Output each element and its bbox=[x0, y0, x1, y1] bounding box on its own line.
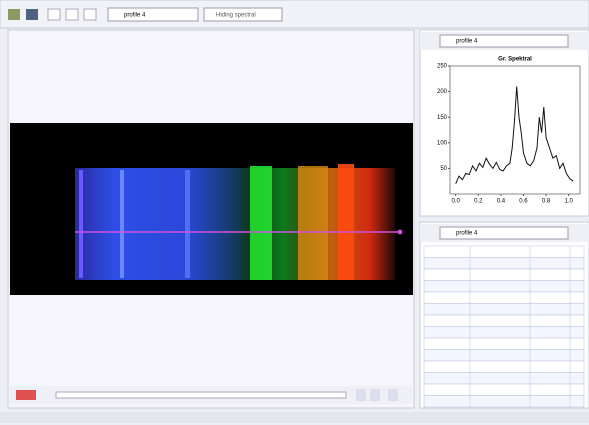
x-tick-label: 0.0 bbox=[451, 199, 460, 205]
table-row bbox=[423, 383, 585, 396]
table-grid bbox=[423, 245, 585, 408]
violet-line bbox=[79, 170, 83, 278]
table-row bbox=[423, 337, 585, 350]
table-row bbox=[423, 245, 585, 258]
x-tick-label: 0.6 bbox=[519, 199, 528, 205]
record-button[interactable] bbox=[16, 390, 36, 400]
x-tick-label: 0.2 bbox=[474, 199, 483, 205]
dropdown-text: profile 4 bbox=[456, 39, 478, 45]
toolbar bbox=[0, 0, 589, 29]
plot-area bbox=[449, 65, 581, 195]
table-row bbox=[423, 372, 585, 385]
tool-button[interactable] bbox=[83, 8, 97, 21]
chart-title: Gr. Spektral bbox=[498, 57, 532, 63]
tool-button[interactable] bbox=[65, 8, 79, 21]
nav-button[interactable] bbox=[388, 389, 398, 401]
slider[interactable] bbox=[55, 391, 347, 399]
profile-dropdown[interactable] bbox=[107, 7, 199, 22]
table-row bbox=[423, 268, 585, 281]
chart-dropdown[interactable] bbox=[439, 34, 569, 48]
y-tick-label: 200 bbox=[437, 89, 448, 95]
tool-button[interactable] bbox=[26, 9, 38, 20]
profile-curve bbox=[455, 86, 574, 184]
table-row bbox=[423, 326, 585, 339]
table-row bbox=[423, 314, 585, 327]
table-row bbox=[423, 257, 585, 270]
table-row bbox=[423, 303, 585, 316]
option-box[interactable] bbox=[203, 7, 283, 22]
blue-line bbox=[120, 170, 124, 278]
nav-button[interactable] bbox=[370, 389, 380, 401]
green-line bbox=[250, 166, 272, 280]
table-dropdown[interactable] bbox=[439, 226, 569, 240]
y-tick-label: 250 bbox=[437, 64, 448, 70]
orange-band bbox=[298, 166, 328, 280]
x-tick-label: 0.4 bbox=[497, 199, 506, 205]
dropdown-text: profile 4 bbox=[124, 13, 146, 19]
tool-button[interactable] bbox=[8, 9, 20, 20]
table-row bbox=[423, 395, 585, 408]
table-row bbox=[423, 280, 585, 293]
table-row bbox=[423, 360, 585, 373]
option-text: Hiding spectral bbox=[216, 13, 256, 19]
profile-handle[interactable] bbox=[397, 229, 403, 235]
dropdown-text: profile 4 bbox=[456, 231, 478, 237]
table-row bbox=[423, 349, 585, 362]
y-tick-label: 50 bbox=[440, 166, 447, 172]
red-line bbox=[338, 164, 354, 280]
table-row bbox=[423, 291, 585, 304]
x-tick-label: 0.8 bbox=[542, 199, 551, 205]
nav-button[interactable] bbox=[356, 389, 366, 401]
y-tick-label: 100 bbox=[437, 140, 448, 146]
status-bar bbox=[0, 412, 589, 423]
y-tick-label: 150 bbox=[437, 115, 448, 121]
x-tick-label: 1.0 bbox=[565, 199, 574, 205]
blue-line bbox=[185, 170, 190, 278]
tool-button[interactable] bbox=[47, 8, 61, 21]
